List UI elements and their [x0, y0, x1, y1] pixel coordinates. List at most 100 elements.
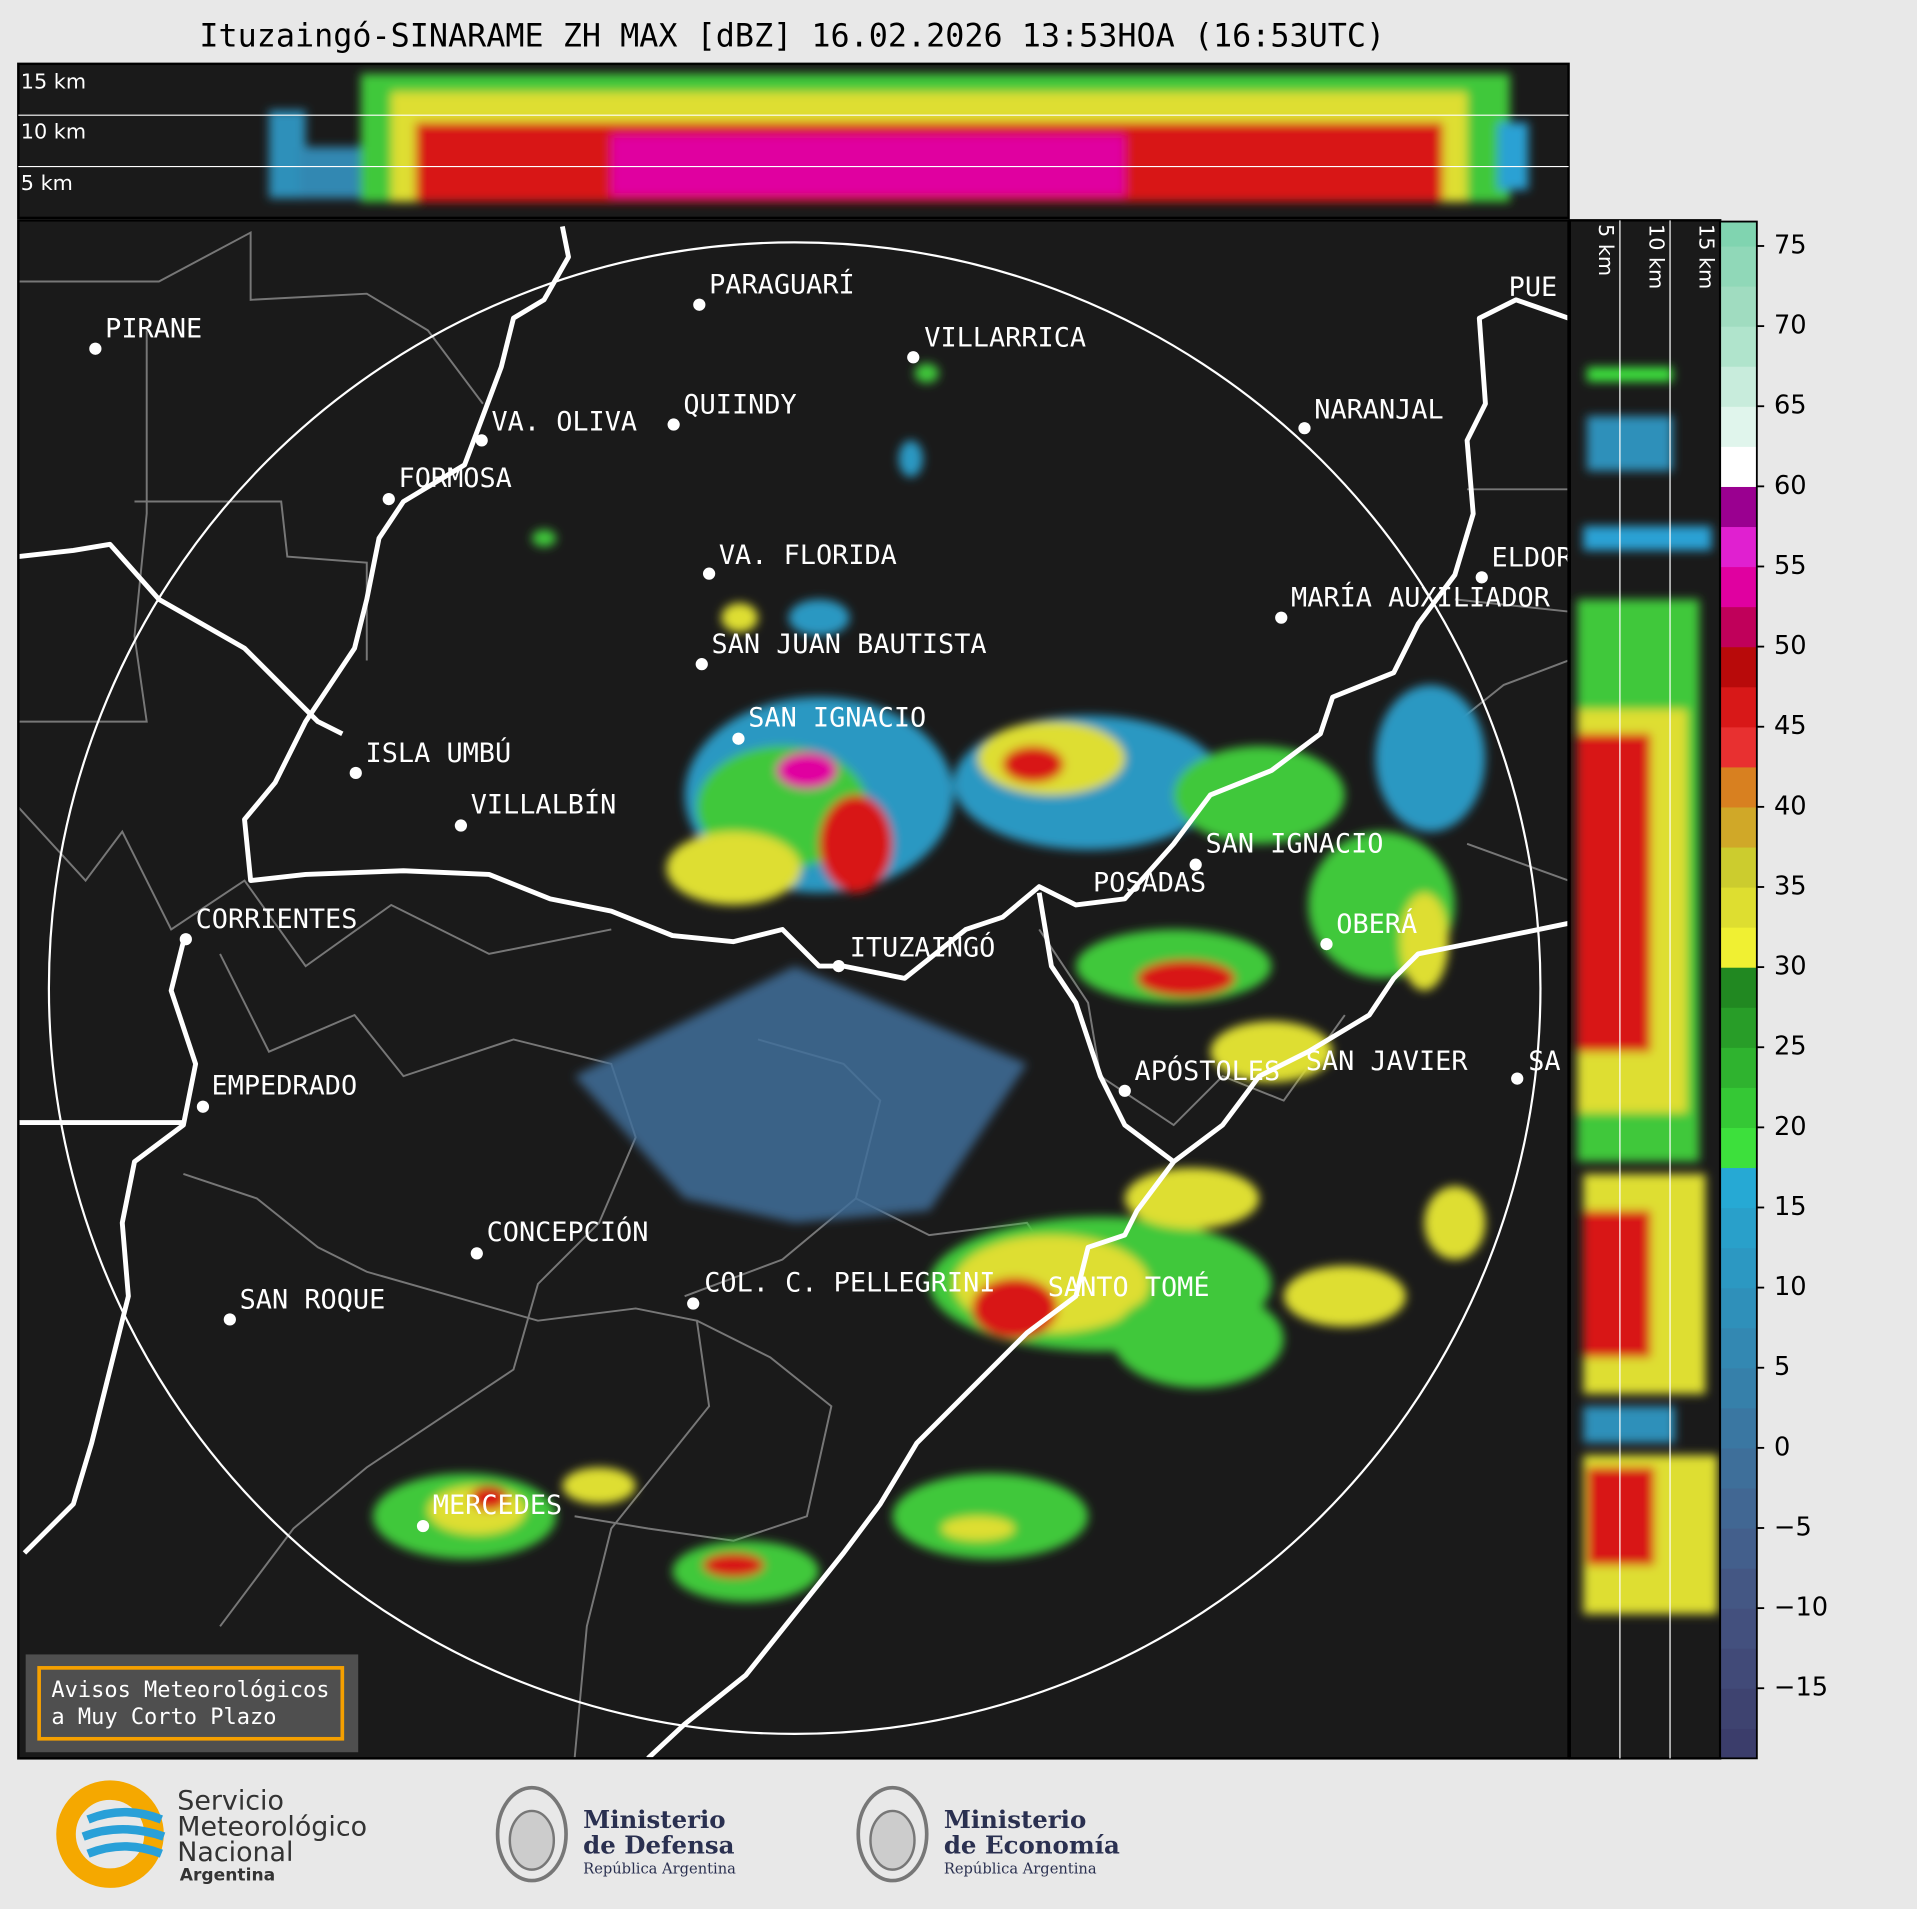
- colorbar-band: [1720, 1608, 1757, 1649]
- city-label: MARÍA AUXILIADOR: [1291, 582, 1551, 614]
- side-panel: 5 km 10 km 15 km: [1568, 219, 1722, 1760]
- city-dot: [454, 819, 468, 832]
- logo-text: Meteorológico: [177, 1811, 367, 1842]
- colorbar-band: [1720, 221, 1757, 247]
- colorbar-band: [1720, 1287, 1757, 1329]
- colorbar-band: [1720, 967, 1757, 1008]
- colorbar: −15 −10 −5 0 5 10 15 20 25 30 35 40 45 50 55 60 65 70 75: [1719, 220, 1828, 1760]
- colorbar-tick-label: 40: [1774, 791, 1807, 821]
- city-dot: [382, 492, 395, 506]
- logo-text: de Economía: [944, 1831, 1120, 1860]
- city-dot: [832, 960, 845, 973]
- city-label: OBERÁ: [1336, 908, 1417, 940]
- city-label: POSADAS: [1093, 868, 1206, 899]
- warning-box[interactable]: Avisos Meteorológicos a Muy Corto Plazo: [25, 1654, 359, 1753]
- colorbar-tick-label: −15: [1774, 1673, 1828, 1703]
- city-label: QUIINDY: [683, 390, 796, 421]
- cities: PIRANE PARAGUARÍ VILLARRICA QUIINDY VA. OLIV…: [89, 269, 1574, 1533]
- colorbar-tick-label: 15: [1774, 1192, 1807, 1222]
- colorbar-band: [1720, 1728, 1757, 1759]
- colorbar-band: [1720, 1407, 1757, 1449]
- altitude-label: 15 km: [21, 69, 86, 93]
- colorbar-tick-label: 20: [1774, 1112, 1807, 1142]
- city-dot: [1189, 858, 1202, 871]
- city-label: ISLA UMBÚ: [366, 737, 512, 769]
- city-dot: [732, 732, 745, 745]
- city-label: SAN JAVIER: [1306, 1046, 1469, 1077]
- city-dot: [695, 658, 708, 671]
- city-label: SAN IGNACIO: [1205, 828, 1383, 859]
- city-label: PIRANE: [105, 314, 202, 345]
- city-dot: [687, 1297, 700, 1310]
- city-label: COL. C. PELLEGRINI: [704, 1267, 995, 1298]
- colorbar-band: [1720, 806, 1757, 848]
- city-label: PARAGUARÍ: [709, 269, 855, 301]
- city-label: VA. FLORIDA: [719, 540, 897, 571]
- title: Ituzaingó-SINARAME ZH MAX [dBZ] 16.02.20…: [199, 19, 1385, 55]
- altitude-label: 15 km: [1694, 224, 1718, 289]
- city-dot: [349, 766, 362, 780]
- colorbar-band: [1720, 646, 1757, 688]
- colorbar-band: [1720, 1007, 1757, 1048]
- city-label: VILLALBÍN: [471, 788, 617, 820]
- city-label: NARANJAL: [1314, 394, 1443, 425]
- colorbar-tick-label: 65: [1774, 391, 1807, 421]
- city-dot: [1118, 1084, 1131, 1097]
- city-dot: [1511, 1072, 1524, 1085]
- colorbar-band: [1720, 1688, 1757, 1729]
- city-label: CONCEPCIÓN: [487, 1216, 649, 1248]
- logo-text: de Defensa: [583, 1831, 734, 1860]
- colorbar-band: [1720, 1648, 1757, 1689]
- colorbar-band: [1720, 1327, 1757, 1369]
- colorbar-band: [1720, 927, 1757, 968]
- colorbar-band: [1720, 886, 1757, 928]
- logo-smn: Servicio Meteorológico Nacional Argentin…: [56, 1780, 367, 1888]
- city-label: ITUZAINGÓ: [850, 931, 996, 963]
- colorbar-tick-label: −10: [1774, 1593, 1828, 1623]
- colorbar-tick-label: −5: [1774, 1512, 1812, 1542]
- colorbar-band: [1720, 1167, 1757, 1209]
- range-ring: [47, 241, 1542, 1735]
- radar-echoes: [372, 363, 1486, 1602]
- map: PIRANE PARAGUARÍ VILLARRICA QUIINDY VA. OLIV…: [18, 220, 1574, 1759]
- logo-economia: Ministerio de Economía República Argenti…: [856, 1785, 1120, 1883]
- colorbar-band: [1720, 526, 1757, 568]
- colorbar-band: [1720, 1127, 1757, 1169]
- city-dot: [693, 298, 706, 311]
- city-dot: [1298, 422, 1311, 435]
- city-dot: [1320, 937, 1333, 951]
- logo-text: Argentina: [180, 1866, 275, 1886]
- colorbar-tick-label: 60: [1774, 471, 1807, 501]
- logo-text: Ministerio: [583, 1805, 725, 1834]
- logo-text: Nacional: [177, 1837, 293, 1868]
- city-label: EMPEDRADO: [212, 1070, 358, 1101]
- city-label: APÓSTOLES: [1135, 1055, 1281, 1087]
- colorbar-band: [1720, 446, 1757, 487]
- city-label: CORRIENTES: [196, 904, 358, 935]
- city-dot: [1275, 611, 1288, 624]
- city-label: VA. OLIVA: [491, 407, 637, 438]
- colorbar-band: [1720, 686, 1757, 728]
- city-label: SA: [1528, 1046, 1560, 1077]
- city-label: SAN ROQUE: [240, 1284, 386, 1315]
- city-label: SAN JUAN BAUTISTA: [712, 629, 987, 660]
- city-label: ELDOR: [1492, 542, 1574, 573]
- city-dot: [179, 933, 192, 946]
- city-label: FORMOSA: [399, 463, 512, 494]
- colorbar-band: [1720, 846, 1757, 888]
- city-dot: [416, 1519, 430, 1533]
- colorbar-tick-label: 55: [1774, 551, 1807, 581]
- city-dot: [89, 342, 102, 355]
- colorbar-tick-label: 45: [1774, 711, 1807, 741]
- colorbar-band: [1720, 1207, 1757, 1249]
- colorbar-band: [1720, 566, 1757, 608]
- city-dot: [223, 1313, 236, 1326]
- colorbar-band: [1720, 1568, 1757, 1609]
- colorbar-band: [1720, 1087, 1757, 1128]
- colorbar-band: [1720, 245, 1757, 287]
- logo-text: Ministerio: [944, 1805, 1086, 1834]
- colorbar-band: [1720, 286, 1757, 327]
- city-dot: [475, 434, 488, 447]
- altitude-label: 5 km: [1594, 224, 1618, 276]
